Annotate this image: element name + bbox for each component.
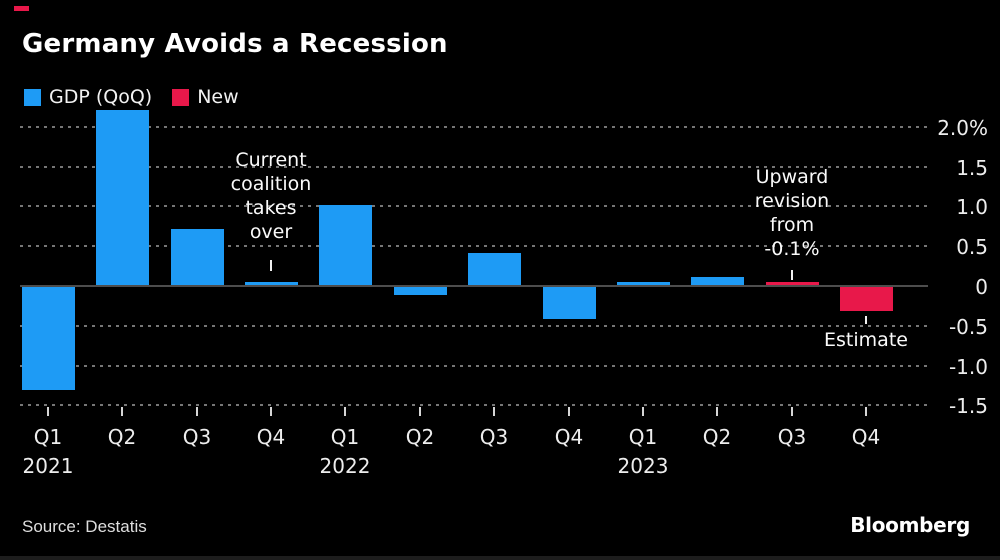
annotation-line: -0.1% [764, 238, 820, 260]
x-tick-q3-2023 [791, 407, 793, 416]
annotation-line: Estimate [824, 329, 908, 351]
x-label-q3-2022: Q3 [479, 425, 509, 449]
annotation-line: coalition [230, 173, 312, 195]
x-tick-q2-2023 [716, 407, 718, 416]
annotation-line: revision [754, 190, 830, 212]
annotation-pointer-coalition [270, 260, 272, 271]
bar-gdpqoq-q4-2022 [543, 287, 596, 319]
annotation-upward-revision: Upward revision from -0.1% [707, 165, 877, 261]
bar-gdpqoq-q2-2021 [96, 110, 149, 285]
y-tick-label-2.0%: 2.0% [937, 116, 988, 140]
gridline--1.5 [20, 404, 928, 406]
annotation-coalition: Current coalition takes over [186, 148, 356, 244]
y-tick-label--1.5: -1.5 [948, 394, 988, 418]
gridline-1.5 [20, 166, 928, 168]
x-tick-q4-2022 [568, 407, 570, 416]
x-tick-q3-2022 [493, 407, 495, 416]
annotation-line: Current [235, 149, 307, 171]
x-tick-q2-2021 [121, 407, 123, 416]
x-tick-q4-2023 [865, 407, 867, 416]
annotation-estimate: Estimate [781, 328, 951, 352]
bar-gdpqoq-q4-2021 [245, 282, 298, 285]
y-tick-label-1.0: 1.0 [956, 195, 988, 219]
x-label-q4-2023: Q4 [851, 425, 881, 449]
bar-gdpqoq-q3-2022 [468, 253, 521, 285]
legend: GDP (QoQ) New [24, 86, 239, 108]
zero-line [20, 285, 928, 287]
x-tick-q4-2021 [270, 407, 272, 416]
gridline-2.0% [20, 126, 928, 128]
x-label-q1-2023: Q1 [628, 425, 658, 449]
annotation-line: Upward [755, 166, 829, 188]
legend-swatch-new-icon [172, 88, 190, 106]
year-label-2021: 2021 [22, 454, 74, 478]
x-label-q1-2021: Q1 [33, 425, 63, 449]
x-label-q3-2023: Q3 [777, 425, 807, 449]
gridline--1.0 [20, 365, 928, 367]
y-tick-label--1.0: -1.0 [948, 355, 988, 379]
x-tick-q1-2023 [642, 407, 644, 416]
bar-new-q4-2023 [840, 287, 893, 311]
annotation-pointer-upward-revision [791, 270, 793, 280]
legend-item-gdp: GDP (QoQ) [24, 86, 152, 108]
x-label-q4-2022: Q4 [554, 425, 584, 449]
bar-gdpqoq-q1-2021 [22, 287, 75, 390]
legend-swatch-gdp-icon [24, 88, 41, 106]
gridline-0.5 [20, 245, 928, 247]
legend-label-gdp: GDP (QoQ) [49, 86, 153, 108]
bloomberg-red-corner-mark [14, 6, 29, 11]
legend-item-new: New [172, 86, 239, 108]
x-label-q2-2022: Q2 [405, 425, 435, 449]
annotation-pointer-estimate [865, 316, 867, 324]
x-label-q2-2023: Q2 [702, 425, 732, 449]
y-tick-label-0: 0 [975, 275, 988, 299]
source-label: Source: Destatis [22, 517, 147, 536]
x-label-q4-2021: Q4 [256, 425, 286, 449]
gridline--0.5 [20, 325, 928, 327]
bar-gdpqoq-q2-2022 [394, 287, 447, 295]
y-tick-label-1.5: 1.5 [956, 156, 988, 180]
bar-gdpqoq-q3-2021 [171, 229, 224, 285]
chart-title: Germany Avoids a Recession [22, 29, 448, 59]
bar-new-q3-2023 [766, 282, 819, 285]
x-label-q3-2021: Q3 [182, 425, 212, 449]
annotation-line: takes [245, 197, 297, 219]
annotation-line: over [249, 221, 293, 243]
x-tick-q3-2021 [196, 407, 198, 416]
bottom-strip [0, 556, 1000, 560]
legend-label-new: New [197, 86, 239, 108]
gridline-1.0 [20, 205, 928, 207]
bar-gdpqoq-q1-2022 [319, 205, 372, 285]
x-label-q1-2022: Q1 [330, 425, 360, 449]
x-tick-q1-2021 [47, 407, 49, 416]
year-label-2022: 2022 [319, 454, 371, 478]
bar-gdpqoq-q1-2023 [617, 282, 670, 285]
y-tick-label--0.5: -0.5 [948, 315, 988, 339]
annotation-line: from [769, 214, 815, 236]
x-tick-q2-2022 [419, 407, 421, 416]
bar-gdpqoq-q2-2023 [691, 277, 744, 285]
bloomberg-logo: Bloomberg [850, 513, 970, 537]
x-tick-q1-2022 [344, 407, 346, 416]
year-label-2023: 2023 [617, 454, 669, 478]
y-tick-label-0.5: 0.5 [956, 235, 988, 259]
x-label-q2-2021: Q2 [107, 425, 137, 449]
